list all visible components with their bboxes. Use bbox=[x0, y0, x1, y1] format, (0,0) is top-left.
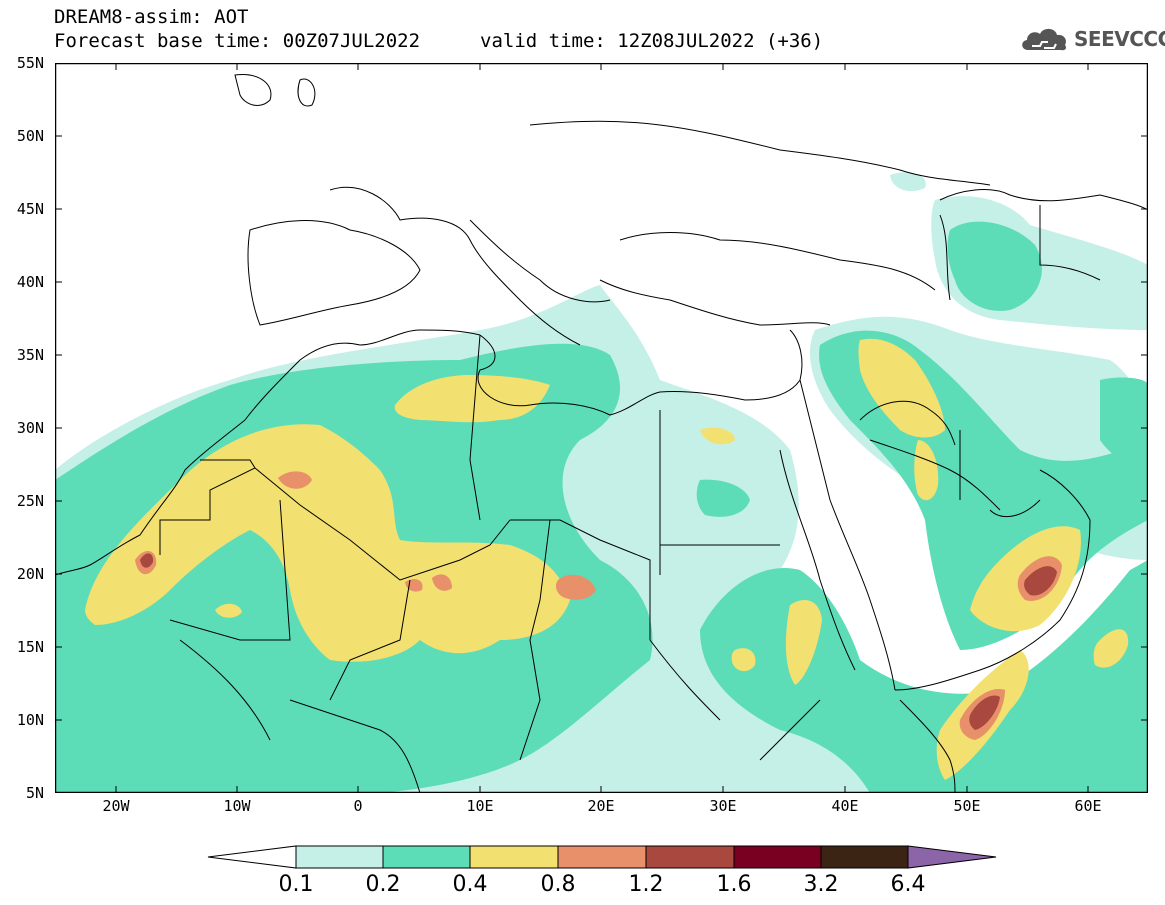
lat-label-50n: 50N bbox=[16, 127, 44, 145]
lat-label-45n: 45N bbox=[16, 200, 44, 218]
lat-label-55n: 55N bbox=[16, 54, 44, 72]
lon-label-10w: 10W bbox=[223, 797, 251, 815]
lon-label-30e: 30E bbox=[709, 797, 737, 815]
colorbar-segment-2 bbox=[382, 845, 471, 869]
lat-label-15n: 15N bbox=[16, 638, 44, 656]
forecast-base-time: Forecast base time: 00Z07JUL2022 bbox=[54, 30, 421, 52]
aot-map bbox=[55, 63, 1148, 793]
map-title: DREAM8-assim: AOT bbox=[54, 6, 249, 28]
lat-label-30n: 30N bbox=[16, 419, 44, 437]
colorbar-overflow-triangle bbox=[907, 845, 997, 869]
aot-map-canvas bbox=[55, 63, 1148, 793]
valid-time: valid time: 12Z08JUL2022 (+36) bbox=[480, 30, 824, 52]
lon-label-50e: 50E bbox=[953, 797, 981, 815]
colorbar-label-0.4: 0.4 bbox=[452, 872, 488, 897]
colorbar-segment-1 bbox=[295, 845, 384, 869]
lat-label-40n: 40N bbox=[16, 273, 44, 291]
colorbar-segment-6 bbox=[733, 845, 822, 869]
colorbar-label-6.4: 6.4 bbox=[890, 872, 926, 897]
lon-label-10e: 10E bbox=[466, 797, 494, 815]
lat-label-35n: 35N bbox=[16, 346, 44, 364]
colorbar-underflow-triangle bbox=[207, 845, 297, 869]
lat-label-10n: 10N bbox=[16, 711, 44, 729]
colorbar-segment-5 bbox=[645, 845, 735, 869]
lon-label-20e: 20E bbox=[587, 797, 615, 815]
aot-shading bbox=[55, 172, 1148, 793]
colorbar-segment-3 bbox=[469, 845, 559, 869]
colorbar-label-1.2: 1.2 bbox=[628, 872, 664, 897]
lon-label-40e: 40E bbox=[831, 797, 859, 815]
colorbar bbox=[207, 845, 997, 869]
country-borders bbox=[55, 74, 1148, 793]
colorbar-label-3.2: 3.2 bbox=[803, 872, 839, 897]
lat-label-20n: 20N bbox=[16, 565, 44, 583]
cloud-icon bbox=[1022, 28, 1067, 51]
colorbar-label-1.6: 1.6 bbox=[716, 872, 752, 897]
lon-label-20w: 20W bbox=[102, 797, 130, 815]
colorbar-label-0.1: 0.1 bbox=[278, 872, 314, 897]
lat-label-25n: 25N bbox=[16, 492, 44, 510]
colorbar-label-0.8: 0.8 bbox=[540, 872, 576, 897]
lon-label-60e: 60E bbox=[1074, 797, 1102, 815]
lat-ticks bbox=[55, 135, 1148, 721]
colorbar-segment-4 bbox=[557, 845, 647, 869]
colorbar-segment-7 bbox=[820, 845, 909, 869]
colorbar-label-0.2: 0.2 bbox=[365, 872, 401, 897]
seevccc-logo: SEEVCCC bbox=[1018, 22, 1165, 56]
lat-label-5n: 5N bbox=[25, 784, 44, 802]
lon-label-0: 0 bbox=[353, 797, 363, 815]
lon-ticks bbox=[115, 63, 1089, 793]
logo-text: SEEVCCC bbox=[1074, 27, 1165, 51]
